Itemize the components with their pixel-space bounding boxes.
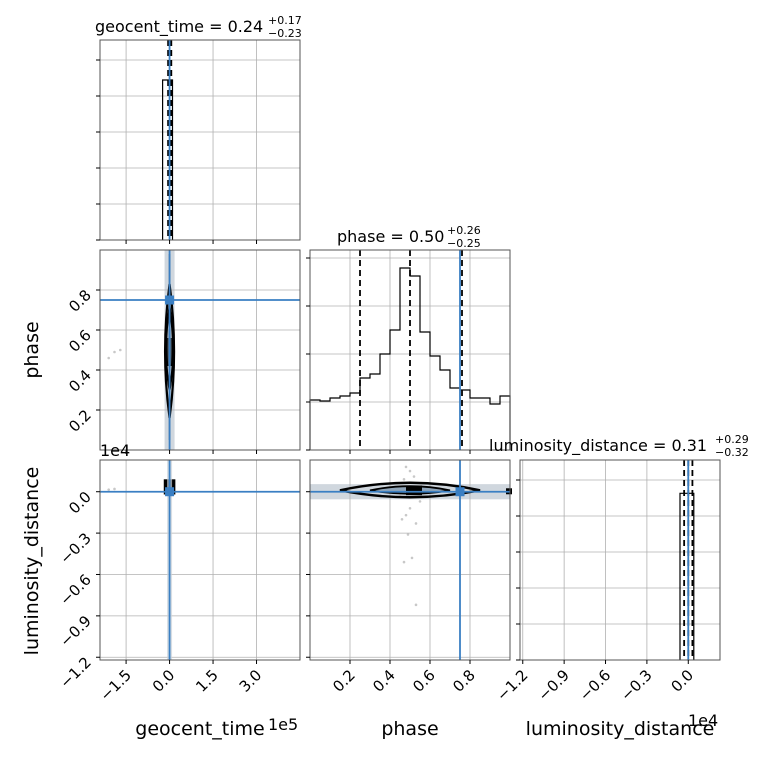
xlabel-phase: phase <box>381 718 438 740</box>
title-luminosity-distance: luminosity_distance = 0.31 +0.29 −0.32 <box>489 433 749 459</box>
panel-luminosity_distance-vs-phase-sample-8 <box>400 518 404 521</box>
xtick-label-luminosity_distance-3: −0.3 <box>617 666 655 704</box>
hist-luminosity_distance-frame <box>519 459 721 661</box>
ytick-label-luminosity-distance-1: −0.9 <box>56 612 94 650</box>
ytick-label-phase-1: 0.4 <box>65 366 95 396</box>
panel-luminosity_distance-vs-phase-sample-11 <box>410 556 414 560</box>
title-phase-minus: −0.25 <box>447 237 481 250</box>
frame-layer <box>96 39 721 664</box>
xtick-label-luminosity_distance-2: −0.6 <box>576 666 614 704</box>
xtick-label-geocent_time-0: −1.5 <box>96 666 134 704</box>
title-geocent-time: geocent_time = 0.24 +0.17 −0.23 <box>95 14 302 40</box>
hist-phase-steps <box>309 267 511 450</box>
panel-luminosity_distance-vs-phase-sample-9 <box>414 522 418 525</box>
xtick-label-geocent_time-3: 3.0 <box>236 666 266 696</box>
panel-luminosity_distance-vs-geocent_time-frame <box>99 459 301 661</box>
hist-phase-frame <box>309 249 511 451</box>
title-geocent-time-plus: +0.17 <box>268 14 302 27</box>
hist-luminosity_distance-steps <box>679 492 695 660</box>
panel-luminosity_distance-vs-geocent_time-sample-1 <box>113 487 116 491</box>
xlabel-luminosity-distance: luminosity_distance <box>526 718 715 740</box>
panel-luminosity_distance-vs-geocent_time-injection-marker <box>165 487 175 497</box>
panel-luminosity_distance-vs-geocent_time-sample-0 <box>107 488 110 491</box>
panel-phase-vs-geocent_time-injection-marker <box>165 295 175 305</box>
ytick-label-phase-0: 0.2 <box>65 406 95 436</box>
panel-phase-vs-geocent_time-sample-1 <box>113 350 116 354</box>
title-phase-plus: +0.26 <box>447 224 481 237</box>
panel-phase-vs-geocent_time-sample-2 <box>118 348 122 352</box>
title-geocent-time-minus: −0.23 <box>268 27 302 40</box>
xlabel-geocent-time: geocent_time <box>135 718 264 740</box>
xtick-label-phase-1: 0.4 <box>369 666 399 696</box>
density-fill-layer <box>164 250 510 500</box>
panel-luminosity_distance-vs-phase-sample-3 <box>412 475 416 478</box>
injection-layer <box>100 40 690 660</box>
xtick-label-luminosity_distance-1: −0.9 <box>534 666 572 704</box>
title-luminosity-distance-plus: +0.29 <box>715 433 749 446</box>
xtick-label-geocent_time-2: 1.5 <box>192 666 222 696</box>
panel-luminosity_distance-vs-phase-frame <box>309 459 511 661</box>
xtick-label-phase-2: 0.6 <box>409 666 439 696</box>
xtick-label-geocent_time-1: 0.0 <box>149 666 179 696</box>
panel-luminosity_distance-vs-phase-density-core <box>406 485 422 496</box>
title-luminosity-distance-minus: −0.32 <box>715 446 749 459</box>
xtick-label-luminosity_distance-4: 0.0 <box>668 666 698 696</box>
ylabel-luminosity-distance: luminosity_distance <box>21 467 43 656</box>
title-phase: phase = 0.50 +0.26 −0.25 <box>337 224 481 250</box>
panel-phase-vs-geocent_time-frame <box>99 249 301 451</box>
xtick-label-phase-0: 0.2 <box>329 666 359 696</box>
panel-luminosity_distance-vs-phase-sample-0 <box>404 465 408 469</box>
hist-geocent_time-frame <box>99 39 301 241</box>
panel-luminosity_distance-vs-phase-sample-5 <box>418 500 422 503</box>
ylabel-phase: phase <box>21 321 43 378</box>
ytick-label-luminosity-distance-3: −0.3 <box>56 529 94 567</box>
panel-luminosity_distance-vs-phase-contour-outer <box>339 481 481 499</box>
panel-luminosity_distance-vs-phase-sample-10 <box>406 533 410 536</box>
xtick-label-phase-3: 0.8 <box>449 666 479 696</box>
scale-label-luminosity-distance-y: 1e4 <box>100 441 130 460</box>
ytick-label-luminosity-distance-0: −1.2 <box>56 653 94 691</box>
panel-luminosity_distance-vs-phase-sample-1 <box>408 469 412 473</box>
scale-label-geocent-time-x: 1e5 <box>268 715 298 734</box>
panel-phase-vs-geocent_time-sample-0 <box>107 356 110 360</box>
ytick-label-phase-2: 0.6 <box>65 326 95 356</box>
panel-luminosity_distance-vs-phase-sample-2 <box>402 478 406 481</box>
grid-layer <box>100 40 720 661</box>
xtick-label-luminosity_distance-0: −1.2 <box>493 666 531 704</box>
panel-luminosity_distance-vs-phase-sample-7 <box>404 513 408 517</box>
panel-luminosity_distance-vs-phase-sample-12 <box>402 560 406 564</box>
panel-luminosity_distance-vs-phase-sample-13 <box>414 603 418 607</box>
ytick-label-luminosity-distance-4: 0.0 <box>65 488 95 518</box>
scale-label-luminosity-distance-x: 1e4 <box>688 711 718 730</box>
panel-luminosity_distance-vs-phase-sample-6 <box>408 506 412 510</box>
panel-luminosity_distance-vs-phase-injection-marker <box>455 487 465 497</box>
ytick-label-phase-3: 0.8 <box>65 286 95 316</box>
ytick-label-luminosity-distance-2: −0.6 <box>56 571 94 609</box>
